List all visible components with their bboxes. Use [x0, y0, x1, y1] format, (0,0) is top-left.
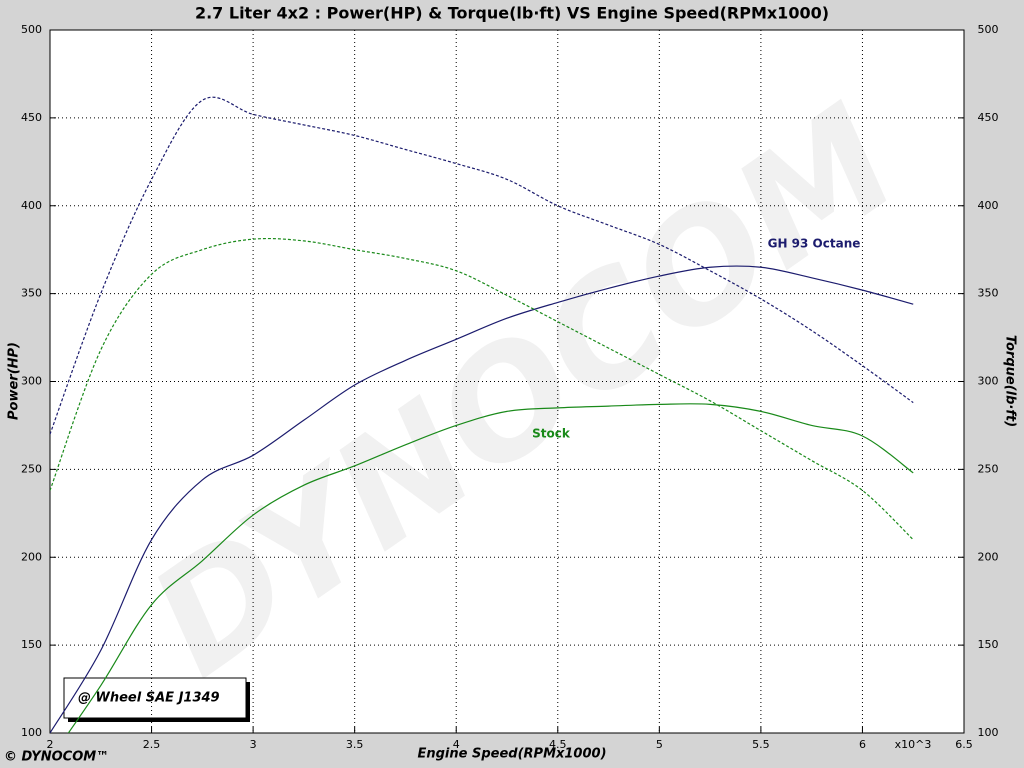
y-tick-label: 450 [21, 111, 42, 124]
x-tick-label: 4 [453, 738, 460, 751]
note: @ Wheel SAE J1349 [78, 691, 220, 706]
chart-title: 2.7 Liter 4x2 : Power(HP) & Torque(lb·ft… [195, 4, 829, 23]
x-axis-label: Engine Speed(RPMx1000) [417, 747, 606, 762]
x-tick-label: 4.5 [549, 738, 567, 751]
x-tick-label: 6.5 [955, 738, 973, 751]
plot-lines [50, 96, 914, 733]
y2-tick-label: 250 [978, 462, 999, 475]
y-tick-label: 300 [21, 375, 42, 388]
y2-tick-label: 450 [978, 111, 999, 124]
x-multiplier: x10^3 [895, 738, 932, 751]
x-tick-label: 5.5 [752, 738, 770, 751]
y-tick-label: 200 [21, 550, 42, 563]
x-tick-label: 3.5 [346, 738, 364, 751]
power-line [67, 403, 914, 733]
y-axis-label: Power(HP) [7, 342, 22, 420]
x-tick-label: 2 [47, 738, 54, 751]
y-tick-label: 150 [21, 638, 42, 651]
y-tick-label: 100 [21, 726, 42, 739]
series-label: GH 93 Octane [768, 237, 861, 251]
power-line [50, 265, 914, 733]
y-tick-label: 350 [21, 287, 42, 300]
x-tick-label: 3 [250, 738, 257, 751]
y2-tick-label: 200 [978, 550, 999, 563]
x-tick-label: 5 [656, 738, 663, 751]
y-tick-label: 400 [21, 199, 42, 212]
y2-tick-label: 350 [978, 287, 999, 300]
y2-tick-label: 400 [978, 199, 999, 212]
y-tick-label: 500 [21, 23, 42, 36]
y-tick-label: 250 [21, 462, 42, 475]
brand: © DYNOCOM™ [4, 750, 109, 765]
x-tick-label: 2.5 [143, 738, 161, 751]
series-label: Stock [532, 427, 571, 441]
y2-axis-label: Torque(lb·ft) [1003, 335, 1018, 427]
y2-tick-label: 300 [978, 375, 999, 388]
x-tick-label: 6 [859, 738, 866, 751]
note-box [63, 677, 247, 719]
torque-line [50, 96, 914, 435]
y2-tick-label: 500 [978, 23, 999, 36]
y2-tick-label: 150 [978, 638, 999, 651]
y2-tick-label: 100 [978, 726, 999, 739]
